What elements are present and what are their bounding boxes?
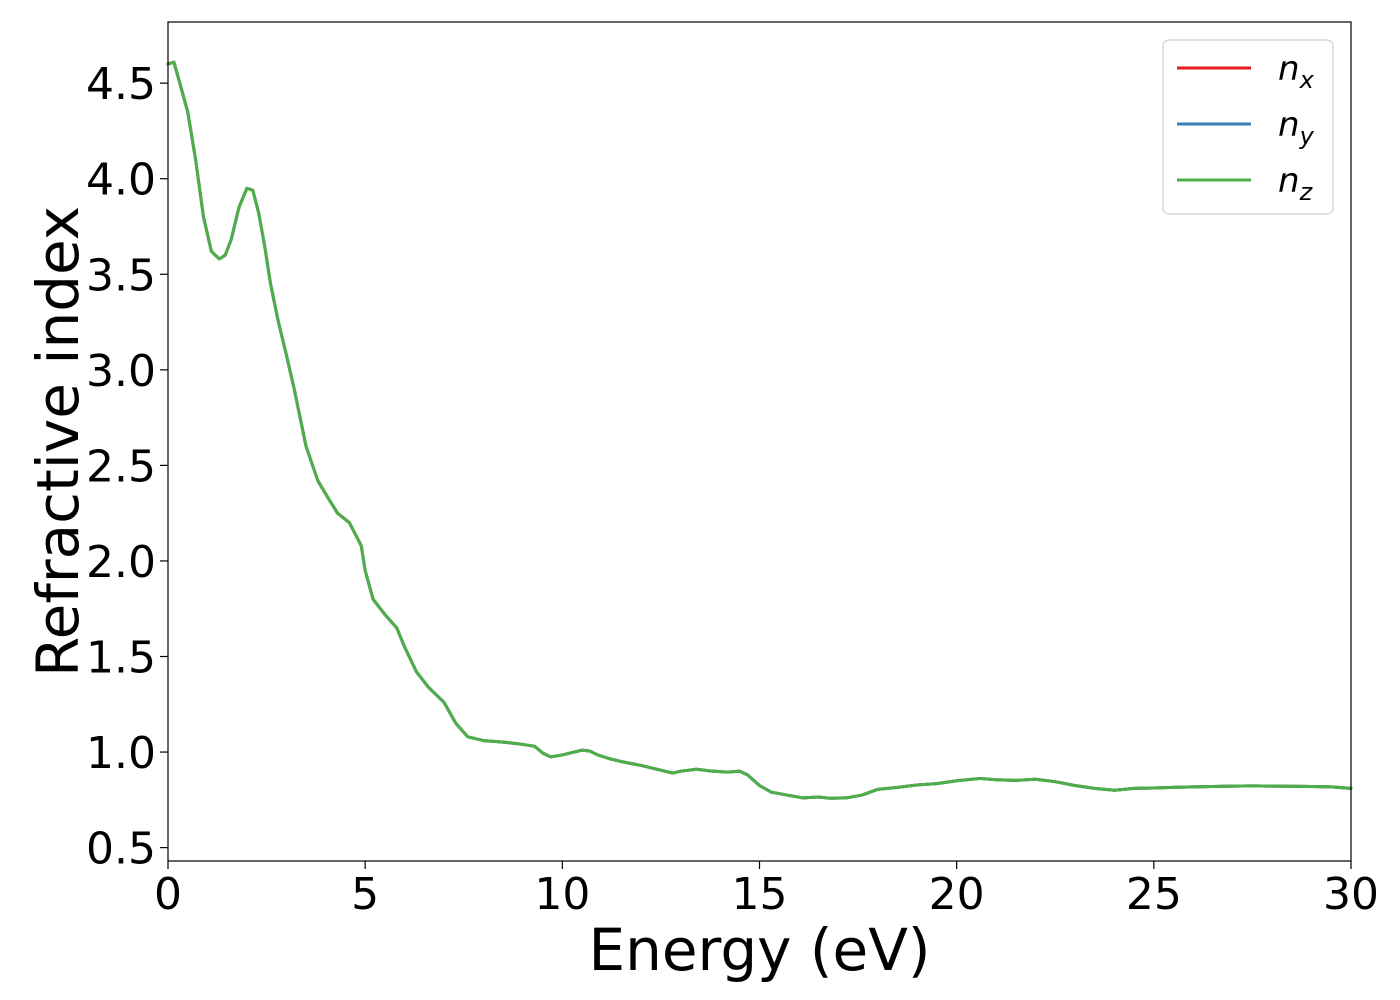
legend-label-subscript: x bbox=[1299, 66, 1315, 94]
y-tick-label: 0.5 bbox=[86, 824, 156, 875]
legend-label-subscript: y bbox=[1299, 122, 1315, 150]
legend-label-base: n bbox=[1278, 105, 1300, 145]
legend-label-y: ny bbox=[1278, 105, 1315, 150]
legend-label-x: nx bbox=[1278, 49, 1315, 94]
x-tick-label: 20 bbox=[929, 869, 985, 920]
legend-box bbox=[1162, 39, 1334, 215]
y-tick-label: 2.0 bbox=[86, 537, 156, 588]
y-tick-label: 3.5 bbox=[86, 250, 156, 301]
x-tick-label: 30 bbox=[1323, 869, 1379, 920]
x-tick-label: 5 bbox=[351, 869, 379, 920]
y-tick-label: 4.5 bbox=[86, 59, 156, 110]
legend-label-subscript: z bbox=[1299, 178, 1314, 206]
y-tick-label: 1.5 bbox=[86, 633, 156, 684]
series-layer bbox=[166, 60, 1353, 800]
x-tick-label: 25 bbox=[1126, 869, 1182, 920]
legend-label-base: n bbox=[1278, 161, 1300, 201]
legend-label-z: nz bbox=[1278, 161, 1314, 206]
x-axis: 0 5 10 15 20 25 30 bbox=[154, 861, 1379, 920]
y-tick-label: 3.0 bbox=[86, 346, 156, 397]
x-tick-label: 10 bbox=[534, 869, 590, 920]
x-tick-label: 15 bbox=[732, 869, 788, 920]
y-tick-label: 1.0 bbox=[86, 728, 156, 779]
x-axis-title: Energy (eV) bbox=[588, 916, 930, 984]
x-tick-label: 0 bbox=[154, 869, 182, 920]
y-tick-label: 2.5 bbox=[86, 441, 156, 492]
y-axis-title: Refractive index bbox=[24, 206, 92, 677]
legend-label-base: n bbox=[1278, 49, 1300, 89]
y-tick-label: 4.0 bbox=[86, 155, 156, 206]
y-axis: 0.5 1.0 1.5 2.0 2.5 3.0 3.5 4.0 4.5 bbox=[86, 59, 168, 875]
series-line-z bbox=[166, 60, 1353, 800]
